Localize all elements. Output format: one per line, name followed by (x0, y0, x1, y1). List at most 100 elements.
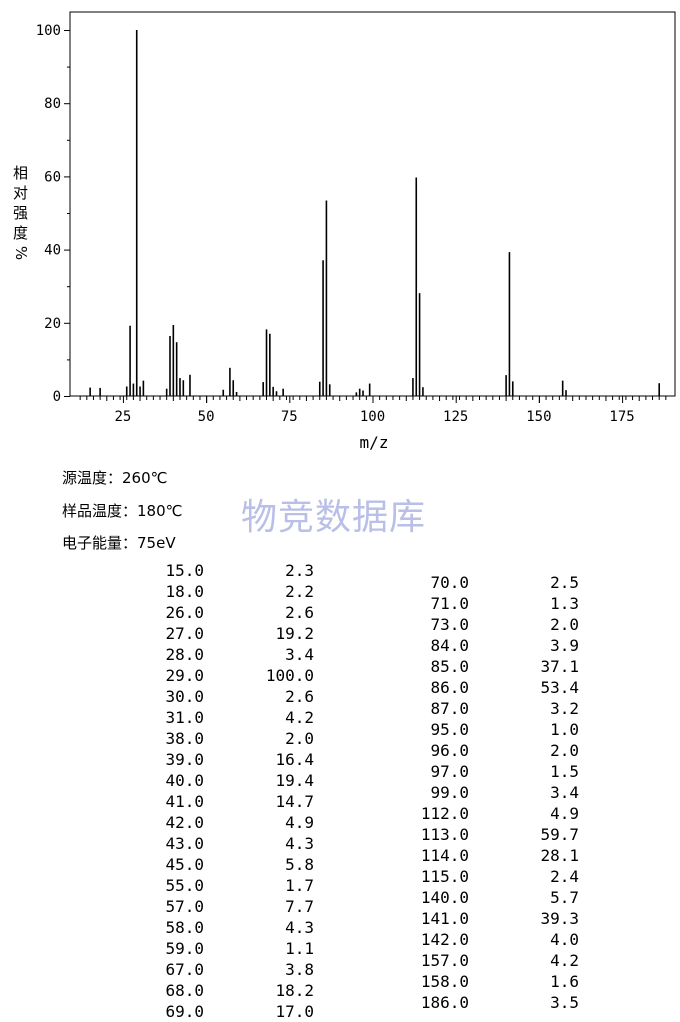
table-row: 71.0 1.3 (0, 593, 680, 614)
abundance-value: 3.4 (550, 783, 579, 802)
table-row: 31.0 4.2 (0, 707, 680, 728)
mz-value: 31.0 (165, 708, 204, 727)
mz-value: 140.0 (420, 888, 469, 907)
mz-value: 86.0 (430, 678, 469, 697)
mz-value: 67.0 (165, 960, 204, 979)
abundance-value: 3.8 (285, 960, 314, 979)
abundance-value: 4.3 (285, 918, 314, 937)
abundance-value: 28.1 (540, 846, 579, 865)
abundance-value: 1.3 (550, 594, 579, 613)
abundance-value: 4.0 (550, 930, 579, 949)
y-tick-label: 60 (44, 169, 61, 185)
x-tick-label: 100 (360, 409, 385, 425)
mz-value: 68.0 (165, 981, 204, 1000)
abundance-value: 5.7 (550, 888, 579, 907)
mz-value: 27.0 (165, 624, 204, 643)
abundance-value: 18.2 (275, 981, 314, 1000)
mz-value: 186.0 (420, 993, 469, 1012)
table-row: 113.0 59.7 (0, 824, 680, 845)
table-row: 86.0 53.4 (0, 677, 680, 698)
abundance-value: 3.9 (550, 636, 579, 655)
table-row: 158.0 1.6 (0, 971, 680, 992)
abundance-value: 3.5 (550, 993, 579, 1012)
mz-value: 55.0 (165, 876, 204, 895)
y-axis-label-char: 相 (13, 164, 29, 182)
table-row: 58.0 4.3 (0, 917, 680, 938)
mz-value: 97.0 (430, 762, 469, 781)
y-tick-label: 80 (44, 96, 61, 112)
y-axis-label-char: 对 (13, 184, 29, 202)
y-axis: 0 20 40 60 80 100 (36, 23, 70, 405)
abundance-value: 19.4 (275, 771, 314, 790)
table-row: 87.0 3.2 (0, 698, 680, 719)
table-row: 28.0 3.4 (0, 644, 680, 665)
sample-temperature: 样品温度：180℃ (62, 502, 183, 520)
abundance-value: 53.4 (540, 678, 579, 697)
watermark-text: 物竞数据库 (241, 497, 427, 538)
x-axis: 25 50 75 100 125 150 175 (79, 396, 667, 425)
abundance-value: 2.5 (550, 573, 579, 592)
mz-value: 41.0 (165, 792, 204, 811)
abundance-value: 2.4 (550, 867, 579, 886)
mz-value: 30.0 (165, 687, 204, 706)
mz-value: 112.0 (420, 804, 469, 823)
abundance-value: 100.0 (265, 666, 314, 685)
mz-value: 70.0 (430, 573, 469, 592)
table-row: 27.0 19.2 (0, 623, 680, 644)
table-row: 85.0 37.1 (0, 656, 680, 677)
mz-value: 26.0 (165, 603, 204, 622)
table-row: 55.0 1.7 (0, 875, 680, 896)
mz-value: 69.0 (165, 1002, 204, 1021)
mz-value: 28.0 (165, 645, 204, 664)
x-tick-label: 175 (609, 409, 634, 425)
abundance-value: 19.2 (275, 624, 314, 643)
mz-value: 38.0 (165, 729, 204, 748)
table-row: 142.0 4.0 (0, 929, 680, 950)
y-axis-label-char: % (12, 245, 31, 261)
table-row: 70.0 2.5 (0, 572, 680, 593)
y-tick-label: 100 (36, 23, 61, 39)
mz-value: 114.0 (420, 846, 469, 865)
mz-value: 45.0 (165, 855, 204, 874)
table-row: 115.0 2.4 (0, 866, 680, 887)
abundance-value: 16.4 (275, 750, 314, 769)
table-row: 18.0 2.2 (0, 581, 680, 602)
x-axis-label: m/z (360, 433, 389, 452)
abundance-value: 1.6 (550, 972, 579, 991)
abundance-value: 2.0 (550, 741, 579, 760)
y-tick-label: 20 (44, 316, 61, 332)
abundance-value: 2.3 (285, 561, 314, 580)
mz-value: 58.0 (165, 918, 204, 937)
abundance-value: 37.1 (540, 657, 579, 676)
table-row: 95.0 1.0 (0, 719, 680, 740)
x-tick-label: 75 (281, 409, 298, 425)
abundance-value: 4.2 (550, 951, 579, 970)
table-row: 84.0 3.9 (0, 635, 680, 656)
table-row: 41.0 14.7 (0, 791, 680, 812)
table-row: 97.0 1.5 (0, 761, 680, 782)
mz-value: 157.0 (420, 951, 469, 970)
plot-border (69, 11, 676, 397)
y-axis-label-char: 度 (13, 224, 29, 242)
mass-spectrum-chart: 0 20 40 60 80 100 25 50 75 100 125 150 175 m/z (36, 11, 676, 452)
table-row: 141.0 39.3 (0, 908, 680, 929)
abundance-value: 1.1 (285, 939, 314, 958)
table-row: 45.0 5.8 (0, 854, 680, 875)
mz-value: 39.0 (165, 750, 204, 769)
abundance-value: 1.7 (285, 876, 314, 895)
table-row: 112.0 4.9 (0, 803, 680, 824)
abundance-value: 14.7 (275, 792, 314, 811)
table-row: 69.0 17.0 (0, 1001, 680, 1022)
mz-value: 99.0 (430, 783, 469, 802)
table-row: 29.0 100.0 (0, 665, 680, 686)
abundance-value: 3.2 (550, 699, 579, 718)
electron-energy: 电子能量：75eV (62, 534, 176, 552)
table-row: 40.0 19.4 (0, 770, 680, 791)
mz-value: 73.0 (430, 615, 469, 634)
mz-value: 57.0 (165, 897, 204, 916)
abundance-value: 17.0 (275, 1002, 314, 1021)
abundance-value: 4.9 (285, 813, 314, 832)
y-tick-label: 0 (53, 389, 61, 405)
mz-value: 87.0 (430, 699, 469, 718)
x-tick-label: 25 (114, 409, 131, 425)
